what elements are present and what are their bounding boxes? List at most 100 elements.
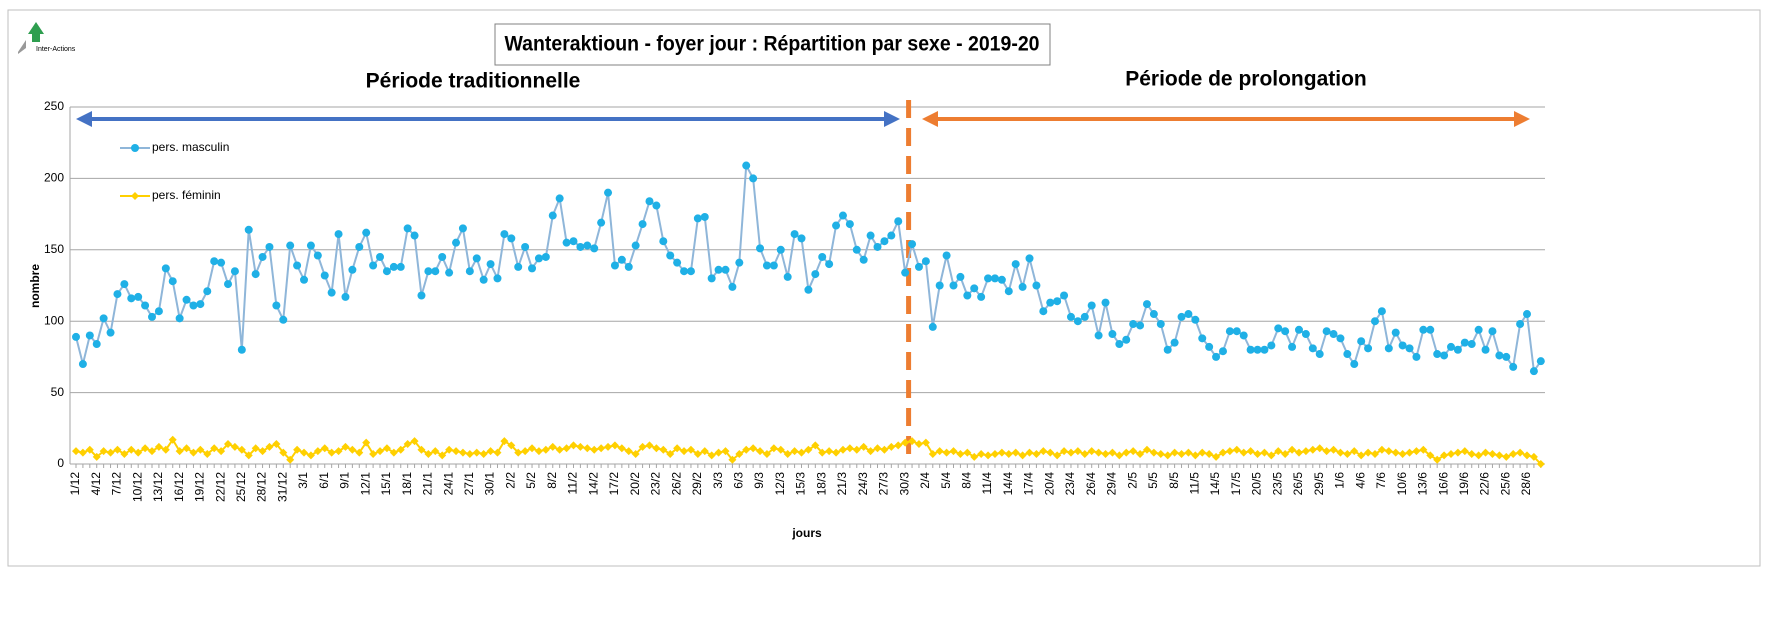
data-point [78, 448, 87, 457]
data-point [1426, 325, 1435, 334]
data-point [1481, 448, 1490, 457]
data-point [1523, 310, 1531, 319]
data-point [348, 445, 357, 454]
data-point [1142, 300, 1151, 309]
data-point [154, 307, 163, 316]
data-point [382, 444, 391, 453]
x-tick-label: 11/4 [980, 472, 994, 495]
data-point [1384, 447, 1393, 456]
data-point [604, 188, 613, 197]
data-point [977, 450, 986, 459]
data-point [320, 271, 329, 280]
data-point [638, 220, 647, 229]
x-tick-label: 14/2 [586, 472, 600, 496]
data-point [507, 441, 516, 450]
x-tick-label: 14/4 [1001, 472, 1015, 496]
x-tick-label: 8/5 [1167, 472, 1181, 489]
x-tick-label: 8/4 [960, 472, 974, 489]
data-point [431, 447, 440, 456]
x-tick-label: 19/6 [1457, 472, 1471, 496]
data-point [1025, 254, 1034, 263]
data-point [762, 450, 771, 459]
data-point [1218, 347, 1227, 356]
x-axis-label: jours [791, 526, 822, 540]
data-point [1412, 352, 1421, 361]
data-point [1232, 327, 1241, 336]
data-point [521, 242, 530, 251]
data-point [645, 441, 654, 450]
data-point [866, 447, 875, 456]
x-tick-label: 3/1 [296, 472, 310, 489]
data-point [700, 212, 709, 221]
x-tick-label: 16/12 [172, 472, 186, 502]
data-point [866, 231, 875, 240]
x-tick-label: 23/2 [649, 472, 663, 496]
data-point [1516, 320, 1525, 329]
data-point [838, 445, 847, 454]
data-point [85, 331, 94, 340]
data-point [859, 255, 868, 264]
data-point [1370, 317, 1379, 326]
data-point [1129, 447, 1138, 456]
data-point [818, 448, 827, 457]
x-tick-label: 27/3 [877, 472, 891, 496]
data-point [514, 448, 523, 457]
x-tick-label: 5/2 [524, 472, 538, 489]
data-point [832, 221, 841, 230]
data-point [1453, 448, 1462, 457]
data-point [541, 252, 550, 261]
data-point [1467, 340, 1476, 349]
data-point [244, 451, 253, 460]
data-point [189, 301, 198, 310]
data-point [1142, 445, 1151, 454]
x-tick-label: 2/5 [1125, 472, 1139, 489]
y-tick-label: 50 [51, 385, 65, 399]
data-point [714, 448, 723, 457]
data-point [1011, 260, 1020, 269]
data-point [597, 444, 606, 453]
x-tick-label: 18/3 [814, 472, 828, 496]
data-point [1205, 342, 1214, 351]
data-point [1115, 340, 1124, 349]
legend-marker [131, 192, 139, 200]
data-point [735, 450, 744, 459]
x-tick-label: 17/5 [1229, 472, 1243, 496]
data-point [797, 234, 806, 243]
data-point [500, 437, 509, 446]
data-point [880, 237, 889, 246]
data-point [666, 450, 675, 459]
data-point [1294, 448, 1303, 457]
data-point [825, 447, 834, 456]
data-point [970, 284, 979, 293]
data-point [686, 445, 695, 454]
data-point [92, 340, 101, 349]
data-point [838, 211, 847, 220]
data-point [728, 455, 737, 464]
data-point [182, 295, 191, 304]
data-point [1066, 312, 1075, 321]
data-point [631, 450, 640, 459]
data-point [1467, 450, 1476, 459]
data-point [1357, 337, 1366, 346]
data-point [783, 272, 792, 281]
data-point [300, 275, 309, 284]
data-point [804, 445, 813, 454]
data-point [928, 322, 937, 331]
x-tick-label: 20/4 [1042, 472, 1056, 496]
y-tick-label: 200 [44, 171, 64, 185]
data-point [1419, 325, 1428, 334]
data-point [970, 452, 979, 461]
data-point [224, 280, 233, 289]
data-point [500, 230, 509, 239]
data-point [458, 448, 467, 457]
data-point [1108, 448, 1117, 457]
data-point [1066, 448, 1075, 457]
data-point [376, 447, 385, 456]
x-tick-label: 1/12 [68, 472, 82, 496]
data-point [134, 292, 143, 301]
data-point [431, 267, 440, 276]
data-point [776, 445, 785, 454]
logo-text: Inter-Actions [36, 46, 76, 53]
data-point [348, 265, 357, 274]
